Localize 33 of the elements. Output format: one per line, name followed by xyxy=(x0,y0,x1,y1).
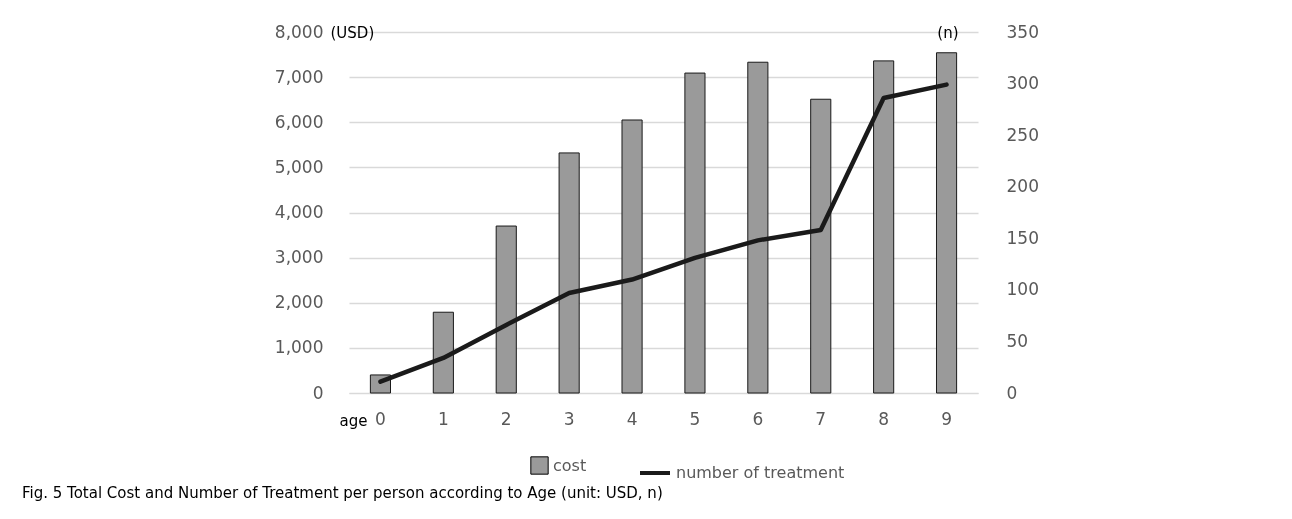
y-tick-label: 0 xyxy=(312,382,324,403)
x-tick-label: 3 xyxy=(563,408,575,429)
x-tick-label: 5 xyxy=(689,408,701,429)
y-tick-label: 6,000 xyxy=(274,111,324,132)
y2-tick-label: 50 xyxy=(1006,330,1029,351)
legend-label: cost xyxy=(553,455,587,475)
legend-label: number of treatment xyxy=(676,463,845,482)
y2-axis-title: (n) xyxy=(937,23,959,42)
y-tick-label: 8,000 xyxy=(274,21,324,42)
y2-tick-label: 300 xyxy=(1006,73,1039,94)
y-tick-label: 3,000 xyxy=(274,247,324,268)
y2-tick-label: 100 xyxy=(1006,279,1039,300)
y2-tick-label: 350 xyxy=(1006,21,1039,42)
y-axis-title: (USD) xyxy=(330,23,375,42)
y-tick-label: 7,000 xyxy=(274,66,324,87)
y2-tick-label: 250 xyxy=(1006,124,1039,145)
y-tick-label: 4,000 xyxy=(274,202,324,222)
x-tick-label: 2 xyxy=(500,408,512,429)
y-tick-label: 1,000 xyxy=(274,337,324,358)
y2-tick-label: 0 xyxy=(1006,382,1018,403)
x-tick-label: 9 xyxy=(941,408,952,429)
x-tick-label: 1 xyxy=(437,408,449,429)
y-tick-label: 5,000 xyxy=(274,156,324,177)
x-axis-title: age xyxy=(339,411,368,430)
x-tick-label: 6 xyxy=(752,408,764,429)
x-tick-label: 4 xyxy=(626,408,638,429)
x-tick-label: 7 xyxy=(815,408,827,429)
y2-tick-label: 200 xyxy=(1006,176,1039,197)
x-tick-label: 0 xyxy=(375,408,386,429)
y2-tick-label: 150 xyxy=(1006,227,1039,248)
y-tick-label: 2,000 xyxy=(274,292,324,313)
text: Fig. 5 Total Cost and Number of Treatment per person according to Age (unit: USD, n) xyxy=(22,484,663,502)
x-tick-label: 8 xyxy=(878,408,890,429)
